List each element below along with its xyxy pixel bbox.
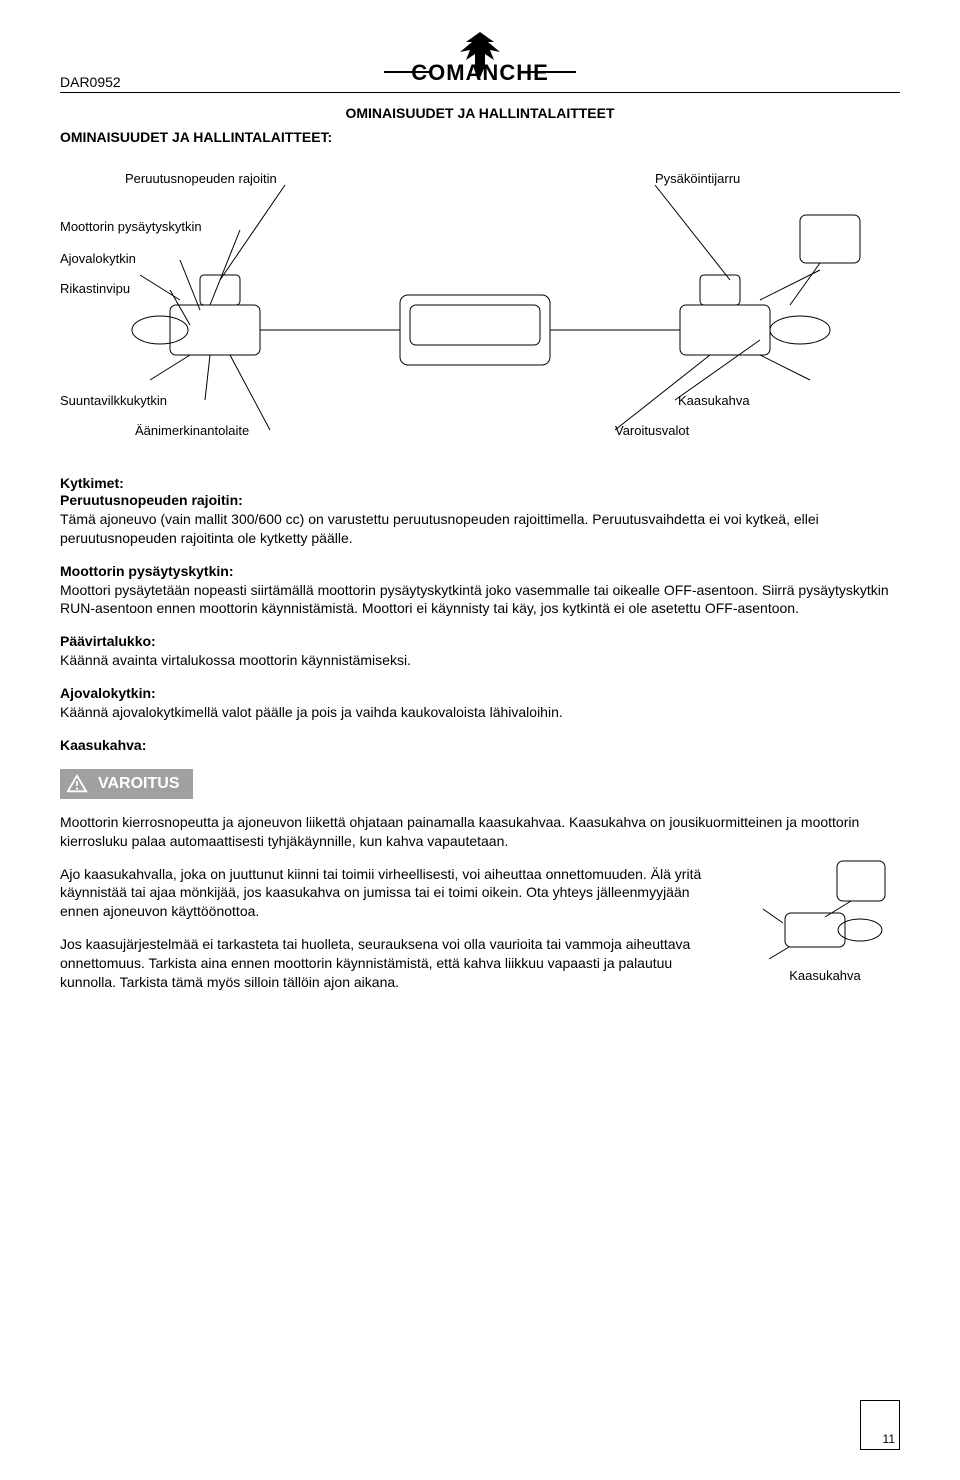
ignition-body: Käännä avainta virtalukossa moottorin kä…	[60, 652, 411, 668]
bottom-text-col: Ajo kaasukahvalla, joka on juuttunut kii…	[60, 855, 730, 996]
label-warn-lights: Varoitusvalot	[615, 423, 689, 438]
light-section: Ajovalokytkin: Käännä ajovalokytkimellä …	[60, 684, 900, 722]
page-title-center: OMINAISUUDET JA HALLINTALAITTEET	[60, 105, 900, 121]
warning-p1: Moottorin kierrosnopeutta ja ajoneuvon l…	[60, 813, 900, 851]
warning-p2: Ajo kaasukahvalla, joka on juuttunut kii…	[60, 865, 730, 922]
throttle-figure: Kaasukahva	[750, 855, 900, 983]
engine-stop-body: Moottori pysäytetään nopeasti siirtämäll…	[60, 582, 889, 617]
doc-code: DAR0952	[60, 74, 121, 90]
engine-stop-title: Moottorin pysäytyskytkin:	[60, 563, 233, 579]
header: DAR0952 COMANCHE	[60, 30, 900, 88]
header-divider	[60, 92, 900, 93]
label-parking-brake: Pysäköintijarru	[655, 171, 740, 186]
throttle-caption: Kaasukahva	[750, 968, 900, 983]
handlebar-diagram: Peruutusnopeuden rajoitin Pysäköintijarr…	[60, 155, 900, 455]
ignition-title: Päävirtalukko:	[60, 633, 156, 649]
reverse-title: Peruutusnopeuden rajoitin:	[60, 492, 243, 508]
label-horn: Äänimerkinantolaite	[135, 423, 249, 438]
page-number: 11	[860, 1400, 900, 1450]
page-title-left: OMINAISUUDET JA HALLINTALAITTEET:	[60, 129, 900, 145]
light-body: Käännä ajovalokytkimellä valot päälle ja…	[60, 704, 563, 720]
reverse-section: Peruutusnopeuden rajoitin: Tämä ajoneuvo…	[60, 491, 900, 548]
label-throttle: Kaasukahva	[678, 393, 750, 408]
warning-box: VAROITUS	[60, 769, 193, 799]
kytkimet-heading: Kytkimet:	[60, 475, 900, 491]
label-light-switch: Ajovalokytkin	[60, 251, 136, 266]
engine-stop-section: Moottorin pysäytyskytkin: Moottori pysäy…	[60, 562, 900, 619]
label-engine-stop: Moottorin pysäytyskytkin	[60, 219, 202, 234]
warning-icon	[66, 773, 88, 795]
brand-logo: COMANCHE	[380, 30, 580, 88]
label-choke: Rikastinvipu	[60, 281, 130, 296]
label-reverse-limiter: Peruutusnopeuden rajoitin	[125, 171, 277, 186]
warning-label: VAROITUS	[98, 775, 179, 793]
handlebar-svg	[60, 155, 900, 455]
light-title: Ajovalokytkin:	[60, 685, 156, 701]
bottom-row: Ajo kaasukahvalla, joka on juuttunut kii…	[60, 855, 900, 996]
ignition-section: Päävirtalukko: Käännä avainta virtalukos…	[60, 632, 900, 670]
brand-text: COMANCHE	[411, 60, 549, 85]
label-turn-signal: Suuntavilkkukytkin	[60, 393, 167, 408]
warning-p3: Jos kaasujärjestelmää ei tarkasteta tai …	[60, 935, 730, 992]
throttle-title: Kaasukahva:	[60, 736, 900, 755]
reverse-body: Tämä ajoneuvo (vain mallit 300/600 cc) o…	[60, 511, 819, 546]
